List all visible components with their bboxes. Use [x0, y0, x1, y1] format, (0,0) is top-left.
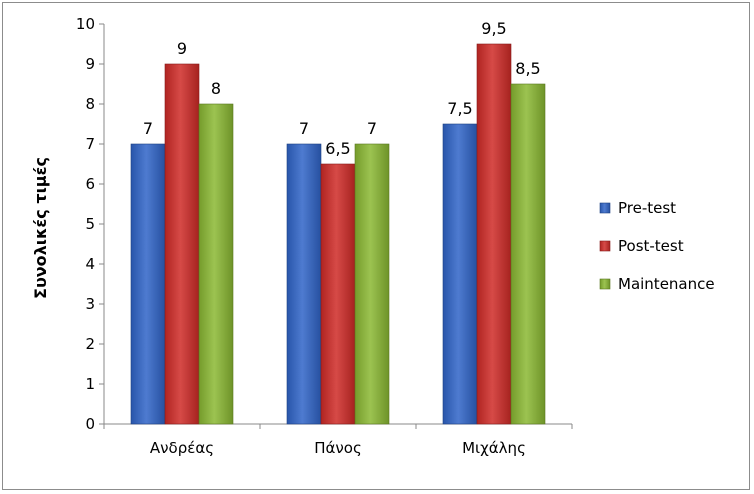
data-label: 7 — [143, 119, 153, 138]
data-label: 7 — [299, 119, 309, 138]
data-label: 8,5 — [515, 59, 540, 78]
y-tick-label: 1 — [85, 375, 95, 393]
data-label: 8 — [211, 79, 221, 98]
legend-label: Post-test — [618, 237, 684, 255]
y-tick-label: 3 — [85, 295, 95, 313]
y-tick-label: 4 — [85, 255, 95, 273]
bar-pre-test-1 — [286, 143, 322, 425]
data-labels: 7 9 8 7 6,5 7 7,5 9,5 8,5 — [143, 19, 541, 158]
y-tick-label: 7 — [85, 135, 95, 153]
y-tick-label: 6 — [85, 175, 95, 193]
legend-swatch — [599, 202, 611, 214]
legend: Pre-test Post-test Maintenance — [599, 199, 715, 293]
y-tick-label: 8 — [85, 95, 95, 113]
data-label: 9,5 — [481, 19, 506, 38]
y-tick-label: 2 — [85, 335, 95, 353]
y-axis-label: Συνολικές τιμές — [31, 157, 50, 299]
bars — [130, 43, 546, 425]
x-tick-label: Μιχάλης — [462, 439, 526, 457]
legend-label: Pre-test — [618, 199, 676, 217]
data-label: 7,5 — [447, 99, 472, 118]
legend-swatch — [599, 240, 611, 252]
y-tick-label: 5 — [85, 215, 95, 233]
x-tick-label: Πάνος — [314, 439, 362, 457]
bar-post-test-2 — [476, 43, 512, 425]
bar-post-test-1 — [320, 163, 356, 425]
data-label: 6,5 — [325, 139, 350, 158]
bar-maintenance-0 — [198, 103, 234, 425]
bar-pre-test-0 — [130, 143, 166, 425]
data-label: 7 — [367, 119, 377, 138]
y-tick-label: 9 — [85, 55, 95, 73]
legend-label: Maintenance — [618, 275, 715, 293]
y-tick-label: 10 — [76, 15, 95, 33]
x-tick-label: Ανδρέας — [150, 439, 214, 457]
bar-post-test-0 — [164, 63, 200, 425]
bar-maintenance-1 — [354, 143, 390, 425]
y-tick-label: 0 — [85, 415, 95, 433]
data-label: 9 — [177, 39, 187, 58]
bar-pre-test-2 — [442, 123, 478, 425]
bar-maintenance-2 — [510, 83, 546, 425]
legend-swatch — [599, 278, 611, 290]
